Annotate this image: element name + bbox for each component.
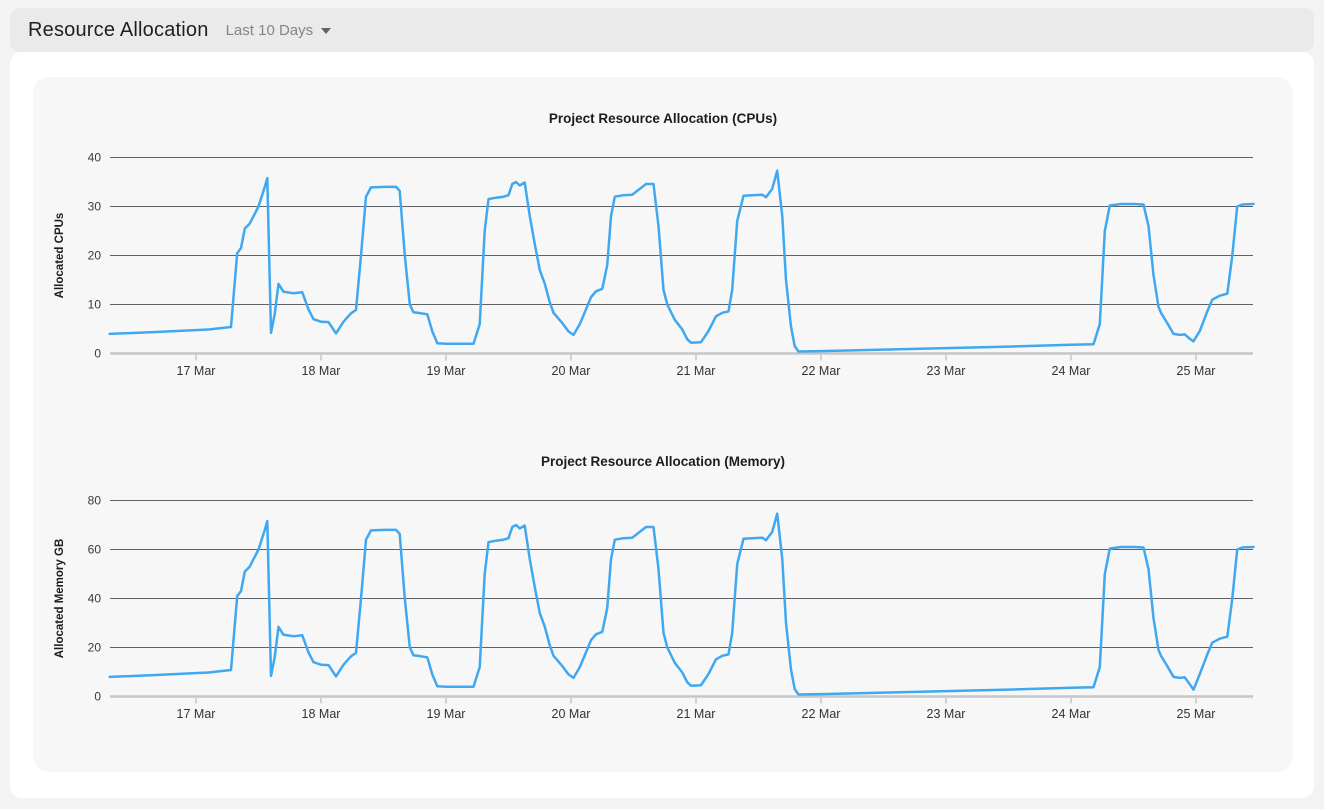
y-tick-label: 40 bbox=[88, 592, 102, 606]
x-tick-label: 25 Mar bbox=[1177, 364, 1216, 378]
chart-title: Project Resource Allocation (Memory) bbox=[541, 454, 785, 469]
x-tick-label: 18 Mar bbox=[302, 707, 341, 721]
y-axis-label: Allocated Memory GB bbox=[54, 539, 66, 659]
y-tick-label: 40 bbox=[88, 151, 102, 165]
x-tick-label: 19 Mar bbox=[427, 364, 466, 378]
x-tick-label: 23 Mar bbox=[927, 707, 966, 721]
y-tick-label: 0 bbox=[94, 690, 101, 704]
memory-chart: Project Resource Allocation (Memory) 0 20 4… bbox=[54, 454, 1255, 721]
page-title: Resource Allocation bbox=[28, 18, 209, 41]
x-tick-label: 25 Mar bbox=[1177, 707, 1216, 721]
y-tick-label: 30 bbox=[88, 200, 102, 214]
x-tick-label: 24 Mar bbox=[1052, 707, 1091, 721]
x-tick-label: 17 Mar bbox=[177, 364, 216, 378]
x-tick-label: 23 Mar bbox=[927, 364, 966, 378]
y-tick-label: 20 bbox=[88, 249, 102, 263]
time-range-label: Last 10 Days bbox=[225, 21, 314, 39]
cpu-chart: Project Resource Allocation (CPUs) 0 10 20 3… bbox=[54, 111, 1255, 378]
charts-panel: Project Resource Allocation (CPUs) 0 10 20 3… bbox=[33, 77, 1293, 772]
content-card: Project Resource Allocation (CPUs) 0 10 20 3… bbox=[10, 52, 1314, 798]
x-tick-label: 17 Mar bbox=[177, 707, 216, 721]
x-tick-label: 18 Mar bbox=[302, 364, 341, 378]
y-tick-label: 80 bbox=[88, 494, 102, 508]
y-tick-label: 60 bbox=[88, 543, 102, 557]
x-tick-label: 22 Mar bbox=[802, 364, 841, 378]
chart-title: Project Resource Allocation (CPUs) bbox=[549, 111, 777, 126]
caret-down-icon bbox=[321, 28, 332, 34]
y-tick-label: 20 bbox=[88, 641, 102, 655]
x-tick-label: 24 Mar bbox=[1052, 364, 1091, 378]
y-axis-label: Allocated CPUs bbox=[54, 213, 66, 299]
time-range-dropdown[interactable]: Last 10 Days bbox=[224, 20, 334, 41]
data-line bbox=[108, 169, 1255, 353]
x-tick-label: 19 Mar bbox=[427, 707, 466, 721]
x-tick-label: 20 Mar bbox=[552, 707, 591, 721]
data-line bbox=[108, 512, 1255, 696]
x-tick-label: 22 Mar bbox=[802, 707, 841, 721]
x-tick-label: 21 Mar bbox=[677, 707, 716, 721]
header-bar: Resource Allocation Last 10 Days bbox=[10, 8, 1314, 52]
x-tick-label: 20 Mar bbox=[552, 364, 591, 378]
y-tick-label: 0 bbox=[94, 347, 101, 361]
y-tick-label: 10 bbox=[88, 298, 102, 312]
x-tick-label: 21 Mar bbox=[677, 364, 716, 378]
